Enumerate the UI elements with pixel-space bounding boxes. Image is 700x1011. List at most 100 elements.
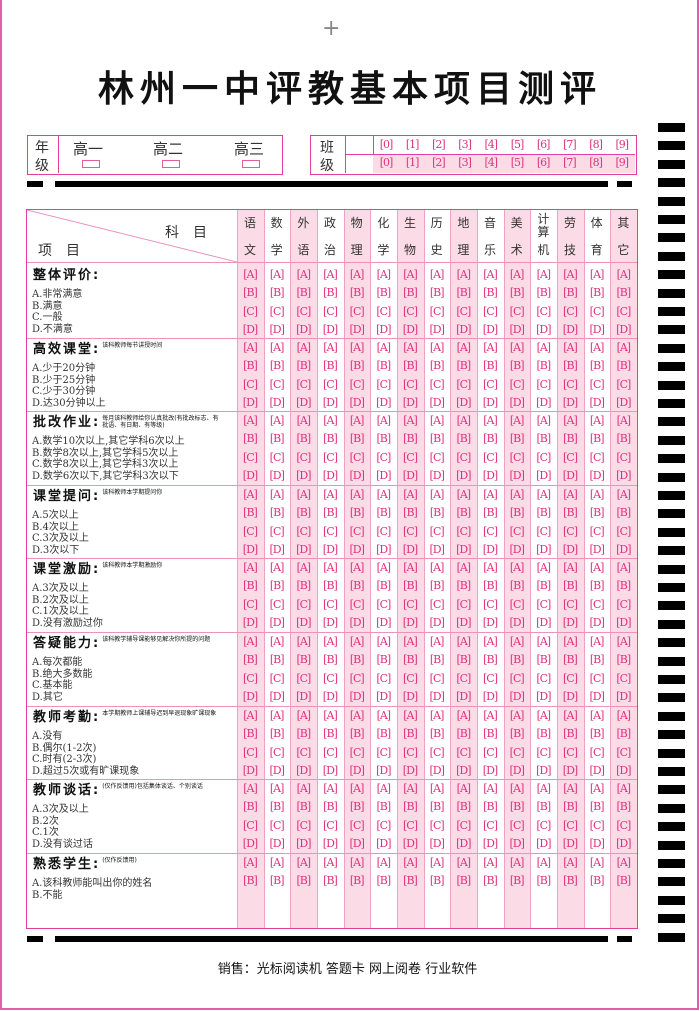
answer-bubble[interactable]: [C] bbox=[509, 450, 525, 464]
answer-bubble[interactable]: [A] bbox=[509, 414, 525, 427]
answer-bubble[interactable]: [D] bbox=[482, 763, 498, 777]
answer-bubble[interactable]: [A] bbox=[323, 414, 338, 427]
answer-bubble[interactable]: [D] bbox=[296, 542, 311, 556]
answer-bubble[interactable]: [C] bbox=[483, 377, 498, 391]
answer-bubble[interactable]: [A] bbox=[589, 709, 605, 722]
answer-bubble[interactable]: [A] bbox=[589, 414, 605, 427]
class-digit-bubble[interactable]: [9] bbox=[615, 156, 630, 169]
answer-bubble[interactable]: [D] bbox=[562, 763, 578, 777]
answer-bubble[interactable]: [B] bbox=[589, 432, 605, 446]
answer-bubble[interactable]: [C] bbox=[536, 450, 551, 464]
answer-bubble[interactable]: [A] bbox=[269, 782, 285, 795]
answer-bubble[interactable]: [C] bbox=[429, 818, 445, 832]
answer-bubble[interactable]: [C] bbox=[483, 597, 498, 611]
answer-bubble[interactable]: [B] bbox=[483, 653, 498, 667]
answer-bubble[interactable]: [C] bbox=[403, 377, 418, 391]
answer-bubble[interactable]: [A] bbox=[509, 709, 525, 722]
answer-bubble[interactable]: [D] bbox=[242, 542, 258, 556]
answer-bubble[interactable]: [A] bbox=[323, 341, 338, 354]
answer-bubble[interactable]: [D] bbox=[296, 468, 311, 482]
answer-bubble[interactable]: [B] bbox=[589, 874, 605, 888]
answer-bubble[interactable]: [C] bbox=[269, 818, 285, 832]
answer-bubble[interactable]: [C] bbox=[456, 450, 471, 464]
grade-checkbox-3[interactable] bbox=[242, 160, 260, 168]
answer-bubble[interactable]: [A] bbox=[456, 635, 472, 648]
answer-bubble[interactable]: [D] bbox=[376, 542, 391, 556]
answer-bubble[interactable]: [A] bbox=[376, 268, 392, 281]
answer-bubble[interactable]: [B] bbox=[376, 286, 391, 300]
answer-bubble[interactable]: [A] bbox=[323, 488, 338, 501]
class-digit-bubble[interactable]: [1] bbox=[405, 156, 420, 169]
answer-bubble[interactable]: [B] bbox=[376, 653, 391, 667]
answer-bubble[interactable]: [C] bbox=[616, 524, 631, 538]
answer-bubble[interactable]: [C] bbox=[243, 304, 258, 318]
answer-bubble[interactable]: [A] bbox=[403, 856, 418, 869]
answer-bubble[interactable]: [B] bbox=[243, 653, 258, 667]
answer-bubble[interactable]: [D] bbox=[349, 542, 364, 556]
answer-bubble[interactable]: [D] bbox=[482, 395, 498, 409]
answer-bubble[interactable]: [A] bbox=[429, 856, 445, 869]
answer-bubble[interactable]: [C] bbox=[376, 377, 391, 391]
answer-bubble[interactable]: [B] bbox=[269, 506, 285, 520]
answer-bubble[interactable]: [D] bbox=[482, 468, 498, 482]
answer-bubble[interactable]: [B] bbox=[403, 800, 418, 814]
answer-bubble[interactable]: [B] bbox=[429, 727, 445, 741]
answer-bubble[interactable]: [D] bbox=[589, 763, 604, 777]
answer-bubble[interactable]: [B] bbox=[403, 286, 418, 300]
answer-bubble[interactable]: [A] bbox=[349, 635, 365, 648]
answer-bubble[interactable]: [B] bbox=[296, 579, 311, 593]
answer-bubble[interactable]: [C] bbox=[509, 745, 525, 759]
answer-bubble[interactable]: [A] bbox=[296, 414, 312, 427]
answer-bubble[interactable]: [C] bbox=[269, 524, 285, 538]
answer-bubble[interactable]: [B] bbox=[589, 506, 605, 520]
answer-bubble[interactable]: [A] bbox=[323, 561, 338, 574]
answer-bubble[interactable]: [D] bbox=[269, 763, 284, 777]
answer-bubble[interactable]: [D] bbox=[349, 689, 364, 703]
answer-bubble[interactable]: [D] bbox=[536, 836, 551, 850]
answer-bubble[interactable]: [B] bbox=[616, 579, 631, 593]
answer-bubble[interactable]: [D] bbox=[482, 322, 498, 336]
answer-bubble[interactable]: [B] bbox=[589, 286, 605, 300]
answer-bubble[interactable]: [A] bbox=[296, 341, 312, 354]
answer-bubble[interactable]: [A] bbox=[323, 782, 338, 795]
answer-bubble[interactable]: [D] bbox=[509, 395, 524, 409]
answer-bubble[interactable]: [D] bbox=[429, 468, 444, 482]
answer-bubble[interactable]: [C] bbox=[429, 597, 445, 611]
answer-bubble[interactable]: [B] bbox=[349, 800, 365, 814]
answer-bubble[interactable]: [C] bbox=[243, 818, 258, 832]
answer-bubble[interactable]: [B] bbox=[429, 506, 445, 520]
answer-bubble[interactable]: [A] bbox=[616, 488, 632, 501]
answer-bubble[interactable]: [D] bbox=[349, 615, 364, 629]
answer-bubble[interactable]: [C] bbox=[323, 671, 338, 685]
answer-bubble[interactable]: [A] bbox=[589, 341, 605, 354]
answer-bubble[interactable]: [B] bbox=[616, 727, 631, 741]
answer-bubble[interactable]: [B] bbox=[296, 359, 311, 373]
answer-bubble[interactable]: [B] bbox=[456, 286, 471, 300]
answer-bubble[interactable]: [D] bbox=[536, 468, 551, 482]
answer-bubble[interactable]: [C] bbox=[563, 304, 578, 318]
answer-bubble[interactable]: [D] bbox=[536, 763, 551, 777]
answer-bubble[interactable]: [C] bbox=[509, 818, 525, 832]
answer-bubble[interactable]: [B] bbox=[563, 432, 578, 446]
answer-bubble[interactable]: [A] bbox=[429, 414, 445, 427]
answer-bubble[interactable]: [C] bbox=[349, 304, 365, 318]
answer-bubble[interactable]: [B] bbox=[403, 653, 418, 667]
answer-bubble[interactable]: [A] bbox=[509, 561, 525, 574]
answer-bubble[interactable]: [C] bbox=[456, 671, 471, 685]
answer-bubble[interactable]: [B] bbox=[589, 579, 605, 593]
answer-bubble[interactable]: [D] bbox=[402, 763, 418, 777]
class-digit-bubble[interactable]: [1] bbox=[405, 138, 420, 151]
answer-bubble[interactable]: [B] bbox=[589, 727, 605, 741]
answer-bubble[interactable]: [C] bbox=[296, 818, 311, 832]
answer-bubble[interactable]: [C] bbox=[296, 597, 311, 611]
answer-bubble[interactable]: [C] bbox=[269, 450, 285, 464]
answer-bubble[interactable]: [C] bbox=[536, 745, 551, 759]
answer-bubble[interactable]: [C] bbox=[456, 597, 471, 611]
answer-bubble[interactable]: [C] bbox=[483, 818, 498, 832]
answer-bubble[interactable]: [C] bbox=[403, 671, 418, 685]
answer-bubble[interactable]: [C] bbox=[376, 450, 391, 464]
answer-bubble[interactable]: [D] bbox=[482, 836, 498, 850]
answer-bubble[interactable]: [C] bbox=[403, 597, 418, 611]
answer-bubble[interactable]: [B] bbox=[429, 432, 445, 446]
answer-bubble[interactable]: [A] bbox=[403, 414, 418, 427]
